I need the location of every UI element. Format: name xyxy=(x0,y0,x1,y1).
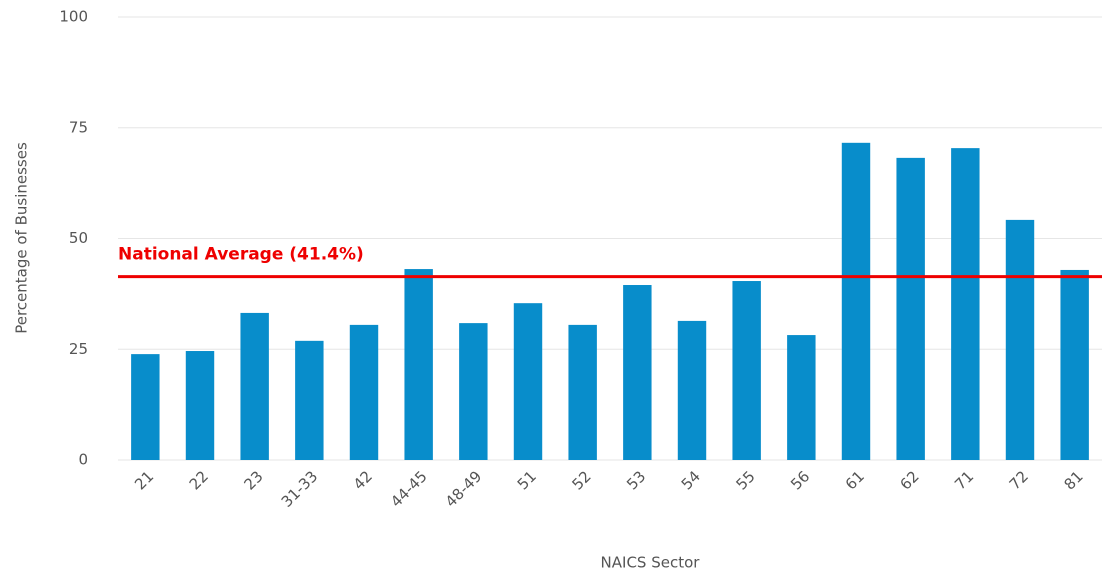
x-tick-label: 23 xyxy=(240,467,266,493)
y-tick-label: 100 xyxy=(59,8,88,26)
bar xyxy=(131,354,160,460)
x-tick-label: 72 xyxy=(1006,467,1032,493)
x-tick-label: 31-33 xyxy=(278,467,322,511)
bar xyxy=(623,285,652,460)
bar xyxy=(841,142,871,460)
bar xyxy=(568,324,597,460)
x-tick-label: 53 xyxy=(623,467,649,493)
bar xyxy=(295,340,324,460)
x-tick-label: 71 xyxy=(951,467,977,493)
y-tick-label: 50 xyxy=(69,229,88,247)
x-tick-label: 54 xyxy=(678,467,704,493)
bar xyxy=(1005,219,1035,460)
x-tick-label: 55 xyxy=(732,467,758,493)
x-tick-label: 21 xyxy=(131,467,157,493)
x-tick-label: 42 xyxy=(350,467,376,493)
bar xyxy=(513,303,543,460)
x-tick-label: 44-45 xyxy=(387,467,431,511)
bar xyxy=(185,351,215,460)
x-axis-label: NAICS Sector xyxy=(601,554,701,572)
bar xyxy=(896,157,925,460)
x-tick-label: 48-49 xyxy=(442,467,486,511)
x-tick-label: 61 xyxy=(842,467,868,493)
bar xyxy=(951,148,980,461)
y-tick-label: 0 xyxy=(78,451,88,469)
x-tick-label: 56 xyxy=(787,467,813,493)
bar xyxy=(677,320,707,460)
bar xyxy=(787,335,816,460)
x-tick-label: 51 xyxy=(514,467,540,493)
y-tick-label: 25 xyxy=(69,340,88,358)
reference-label: National Average (41.4%) xyxy=(118,245,364,265)
y-axis-label: Percentage of Businesses xyxy=(13,142,31,334)
bar xyxy=(1060,269,1089,460)
bar xyxy=(404,269,433,460)
y-tick-label: 75 xyxy=(69,118,88,136)
x-tick-label: 22 xyxy=(186,467,212,493)
bar xyxy=(240,312,269,460)
bar xyxy=(732,281,761,460)
x-tick-label: 52 xyxy=(568,467,594,493)
x-tick-label: 62 xyxy=(896,467,922,493)
x-tick-label: 81 xyxy=(1060,467,1086,493)
bar xyxy=(349,324,379,460)
bar xyxy=(459,323,488,460)
